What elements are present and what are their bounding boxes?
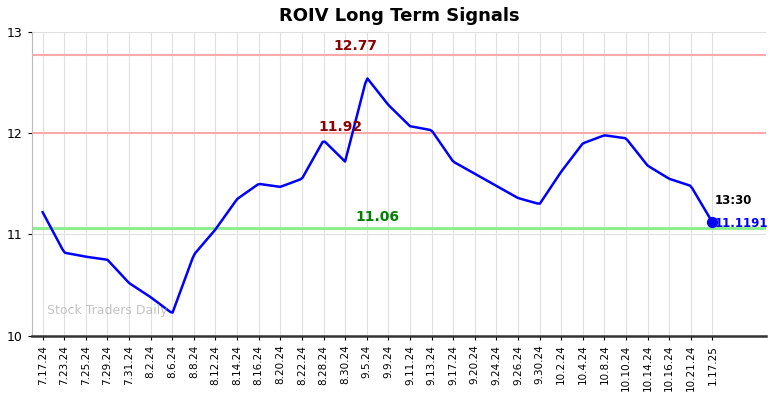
Text: 11.92: 11.92 [319,120,363,134]
Text: 12.77: 12.77 [334,39,378,53]
Text: 13:30: 13:30 [714,194,752,207]
Text: 11.06: 11.06 [355,210,400,224]
Point [706,219,719,226]
Text: 11.1191: 11.1191 [714,217,768,230]
Text: Stock Traders Daily: Stock Traders Daily [46,304,167,318]
Title: ROIV Long Term Signals: ROIV Long Term Signals [279,7,520,25]
